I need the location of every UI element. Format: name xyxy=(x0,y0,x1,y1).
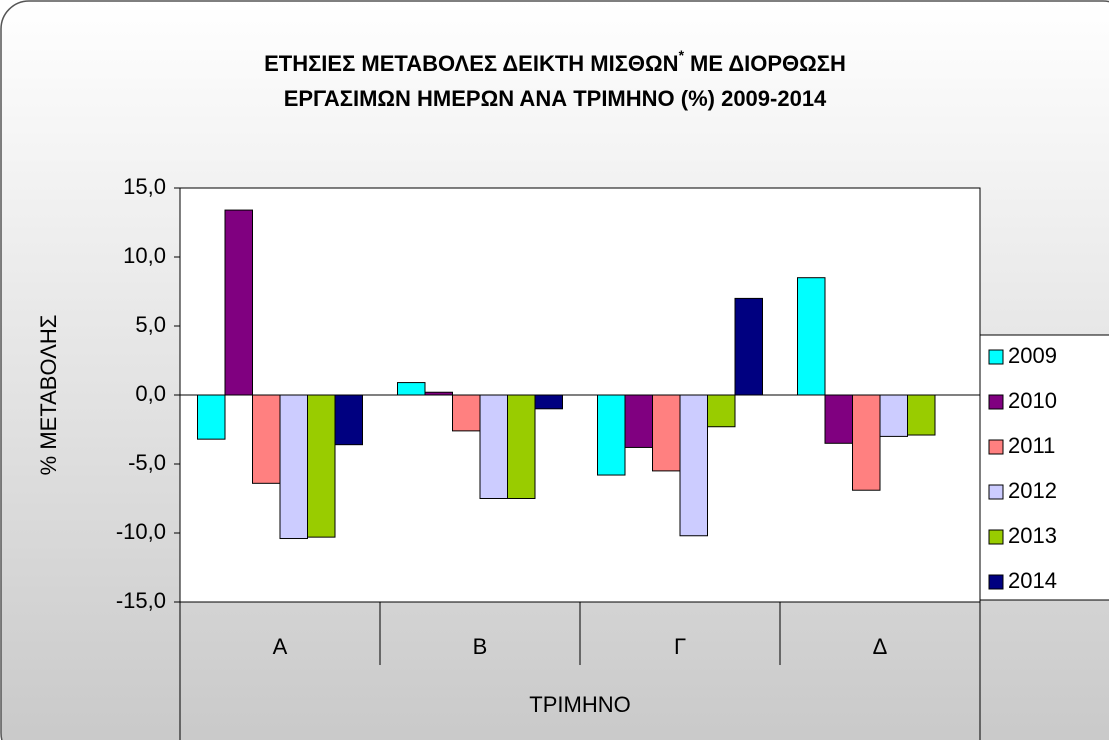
y-tick-label: 0,0 xyxy=(135,381,166,406)
bar xyxy=(397,382,426,396)
legend-label: 2011 xyxy=(1008,433,1055,458)
bar xyxy=(279,394,308,540)
y-tick-label: -10,0 xyxy=(116,519,166,544)
bar xyxy=(679,394,708,537)
legend-swatch xyxy=(988,574,1004,590)
y-axis-label: % ΜΕΤΑΒΟΛΗΣ xyxy=(36,315,61,476)
legend-label: 2010 xyxy=(1008,388,1057,413)
bar xyxy=(852,394,881,491)
chart-title: ΕΡΓΑΣΙΜΩΝ ΗΜΕΡΩΝ ΑΝΑ ΤΡΙΜΗΝΟ (%) 2009-20… xyxy=(284,86,827,111)
bar xyxy=(624,394,653,448)
y-tick-label: 5,0 xyxy=(135,312,166,337)
x-tick-label: Α xyxy=(273,634,288,659)
y-tick-label: 15,0 xyxy=(123,174,166,199)
bar xyxy=(479,394,508,499)
bar xyxy=(334,394,363,446)
chart-title: ΕΤΗΣΙΕΣ ΜΕΤΑΒΟΛΕΣ ΔΕΙΚΤΗ ΜΙΣΘΩΝ* ΜΕ ΔΙΟΡΘ… xyxy=(264,47,846,76)
bar xyxy=(734,297,763,396)
bar xyxy=(252,394,281,484)
legend-swatch xyxy=(988,349,1004,365)
x-axis-label: ΤΡΙΜΗΝΟ xyxy=(529,692,630,717)
bar xyxy=(534,394,563,410)
bar xyxy=(307,394,336,538)
legend xyxy=(979,334,1109,601)
bar xyxy=(879,394,908,437)
legend-label: 2009 xyxy=(1008,343,1057,368)
legend-label: 2012 xyxy=(1008,478,1057,503)
legend-label: 2013 xyxy=(1008,523,1057,548)
x-tick-label: Β xyxy=(473,634,488,659)
legend-label: 2014 xyxy=(1008,568,1057,593)
bar xyxy=(652,394,681,472)
bar xyxy=(597,394,626,476)
bar xyxy=(707,394,736,428)
x-tick-label: Γ xyxy=(674,634,686,659)
bar xyxy=(507,394,536,499)
bar xyxy=(797,277,826,396)
y-tick-label: -5,0 xyxy=(128,450,166,475)
legend-swatch xyxy=(988,484,1004,500)
legend-swatch xyxy=(988,439,1004,455)
legend-swatch xyxy=(988,394,1004,410)
x-tick-label: Δ xyxy=(873,634,888,659)
legend-swatch xyxy=(988,529,1004,545)
bar xyxy=(824,394,853,444)
y-tick-label: -15,0 xyxy=(116,588,166,613)
bar xyxy=(907,394,936,436)
bar xyxy=(452,394,481,432)
bar xyxy=(197,394,226,440)
y-tick-label: 10,0 xyxy=(123,243,166,268)
bar xyxy=(224,209,253,396)
